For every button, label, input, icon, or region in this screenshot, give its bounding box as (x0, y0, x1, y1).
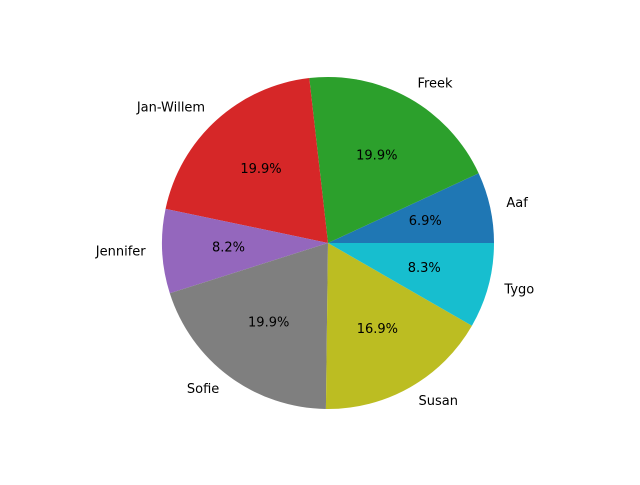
slice-percent-jan-willem: 19.9% (240, 162, 281, 177)
pie-slices (162, 77, 494, 410)
slice-percent-jennifer: 8.2% (212, 241, 245, 256)
pie-slice-jennifer (162, 208, 328, 294)
pie-slice-susan (325, 243, 472, 410)
pie-slice-jan-willem (165, 78, 328, 243)
slice-label-tygo: Tygo (503, 283, 534, 298)
slice-label-jan-willem: Jan-Willem (136, 100, 205, 115)
pie-slice-freek (309, 77, 479, 243)
pie-slice-aaf (328, 173, 494, 243)
slice-percent-tygo: 8.3% (408, 261, 441, 276)
slice-label-freek: Freek (417, 76, 453, 91)
slice-label-sofie: Sofie (187, 382, 219, 397)
slice-label-susan: Susan (418, 394, 457, 409)
slice-percent-freek: 19.9% (356, 149, 397, 164)
pie-slice-tygo (328, 243, 494, 326)
pie-slice-sofie (169, 243, 328, 409)
slice-label-aaf: Aaf (506, 196, 528, 211)
slice-label-jennifer: Jennifer (95, 245, 146, 260)
slice-percent-sofie: 19.9% (248, 316, 289, 331)
slice-percent-aaf: 6.9% (409, 214, 442, 229)
slice-percent-susan: 16.9% (357, 322, 398, 337)
pie-labels: Aaf 6.9% Freek 19.9% Jan-Willem 19.9% Jennifer… (95, 76, 535, 409)
